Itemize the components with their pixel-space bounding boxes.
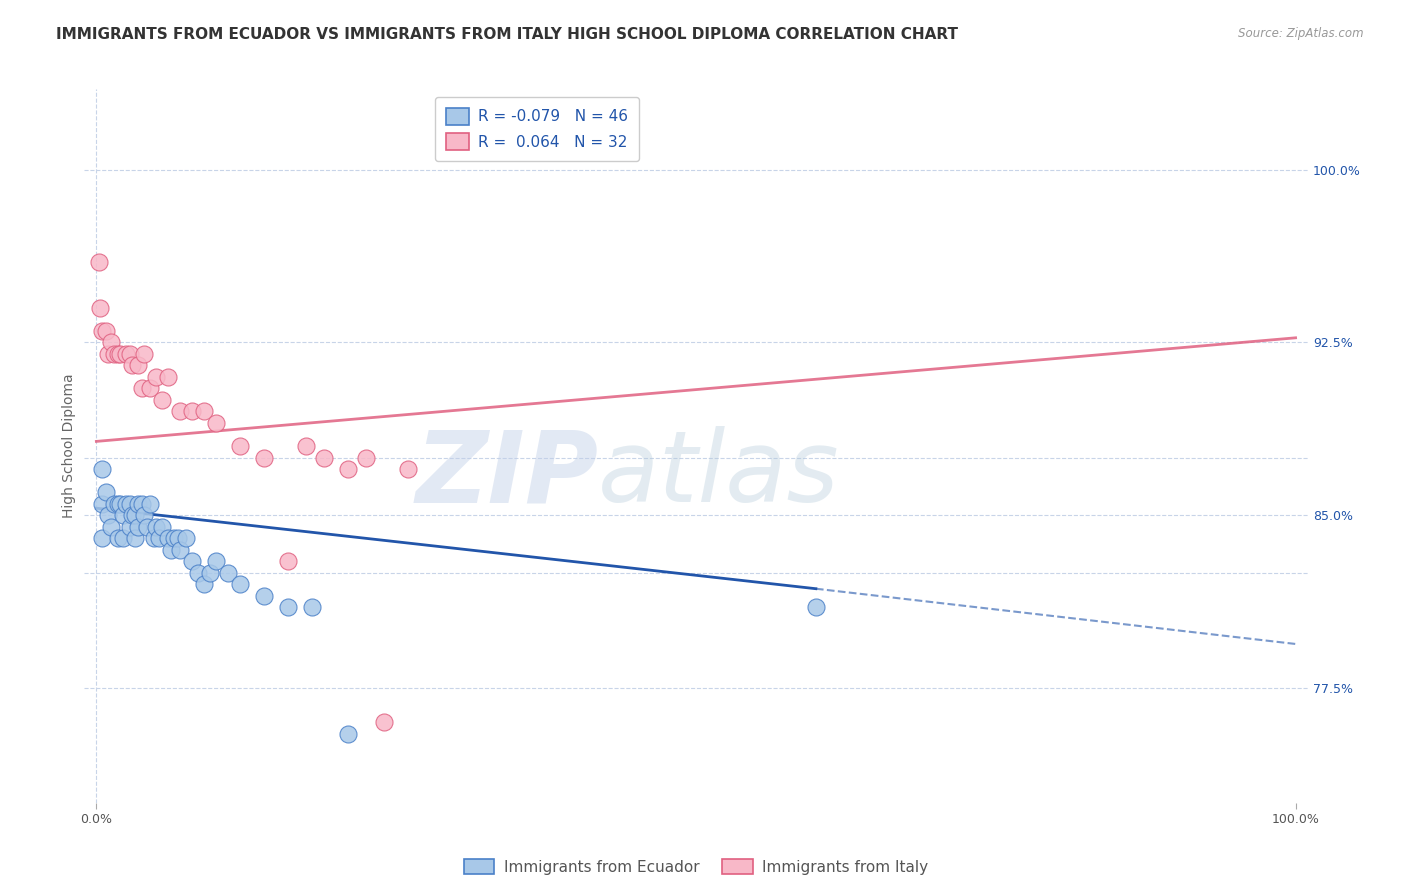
Point	[217, 566, 239, 580]
Point	[110, 347, 132, 361]
Point	[110, 497, 132, 511]
Point	[91, 531, 114, 545]
Point	[118, 497, 141, 511]
Point	[124, 508, 146, 522]
Point	[193, 577, 215, 591]
Point	[193, 404, 215, 418]
Point	[91, 324, 114, 338]
Point	[100, 519, 122, 533]
Point	[181, 554, 204, 568]
Point	[103, 347, 125, 361]
Point	[295, 439, 318, 453]
Point	[181, 404, 204, 418]
Point	[205, 416, 228, 430]
Point	[139, 497, 162, 511]
Y-axis label: High School Diploma: High School Diploma	[62, 374, 76, 518]
Point	[354, 450, 377, 465]
Point	[253, 450, 276, 465]
Point	[135, 519, 157, 533]
Point	[301, 600, 323, 615]
Point	[100, 335, 122, 350]
Point	[121, 359, 143, 373]
Point	[94, 485, 117, 500]
Point	[229, 577, 252, 591]
Point	[167, 531, 190, 545]
Point	[277, 600, 299, 615]
Point	[134, 347, 156, 361]
Point	[131, 381, 153, 395]
Point	[97, 347, 120, 361]
Point	[187, 566, 209, 580]
Text: ZIP: ZIP	[415, 426, 598, 523]
Point	[200, 566, 222, 580]
Point	[253, 589, 276, 603]
Point	[163, 531, 186, 545]
Point	[205, 554, 228, 568]
Point	[337, 727, 360, 741]
Point	[111, 508, 134, 522]
Point	[91, 462, 114, 476]
Point	[396, 462, 419, 476]
Point	[373, 715, 395, 730]
Point	[124, 531, 146, 545]
Point	[97, 508, 120, 522]
Point	[118, 519, 141, 533]
Point	[107, 497, 129, 511]
Point	[127, 497, 149, 511]
Point	[134, 508, 156, 522]
Point	[169, 542, 191, 557]
Point	[127, 519, 149, 533]
Point	[107, 531, 129, 545]
Legend: Immigrants from Ecuador, Immigrants from Italy: Immigrants from Ecuador, Immigrants from…	[458, 853, 934, 880]
Point	[277, 554, 299, 568]
Point	[115, 497, 138, 511]
Text: IMMIGRANTS FROM ECUADOR VS IMMIGRANTS FROM ITALY HIGH SCHOOL DIPLOMA CORRELATION: IMMIGRANTS FROM ECUADOR VS IMMIGRANTS FR…	[56, 27, 959, 42]
Point	[169, 404, 191, 418]
Point	[174, 531, 197, 545]
Point	[127, 359, 149, 373]
Point	[103, 497, 125, 511]
Point	[804, 600, 827, 615]
Point	[139, 381, 162, 395]
Point	[142, 531, 165, 545]
Point	[118, 347, 141, 361]
Point	[145, 370, 167, 384]
Point	[150, 392, 173, 407]
Point	[337, 462, 360, 476]
Point	[145, 519, 167, 533]
Point	[314, 450, 336, 465]
Point	[131, 497, 153, 511]
Point	[111, 531, 134, 545]
Point	[91, 497, 114, 511]
Point	[150, 519, 173, 533]
Point	[148, 531, 170, 545]
Point	[89, 301, 111, 315]
Point	[157, 370, 180, 384]
Point	[157, 531, 180, 545]
Text: atlas: atlas	[598, 426, 839, 523]
Point	[107, 347, 129, 361]
Point	[159, 542, 181, 557]
Point	[87, 255, 110, 269]
Point	[94, 324, 117, 338]
Point	[229, 439, 252, 453]
Point	[121, 508, 143, 522]
Point	[115, 347, 138, 361]
Text: Source: ZipAtlas.com: Source: ZipAtlas.com	[1239, 27, 1364, 40]
